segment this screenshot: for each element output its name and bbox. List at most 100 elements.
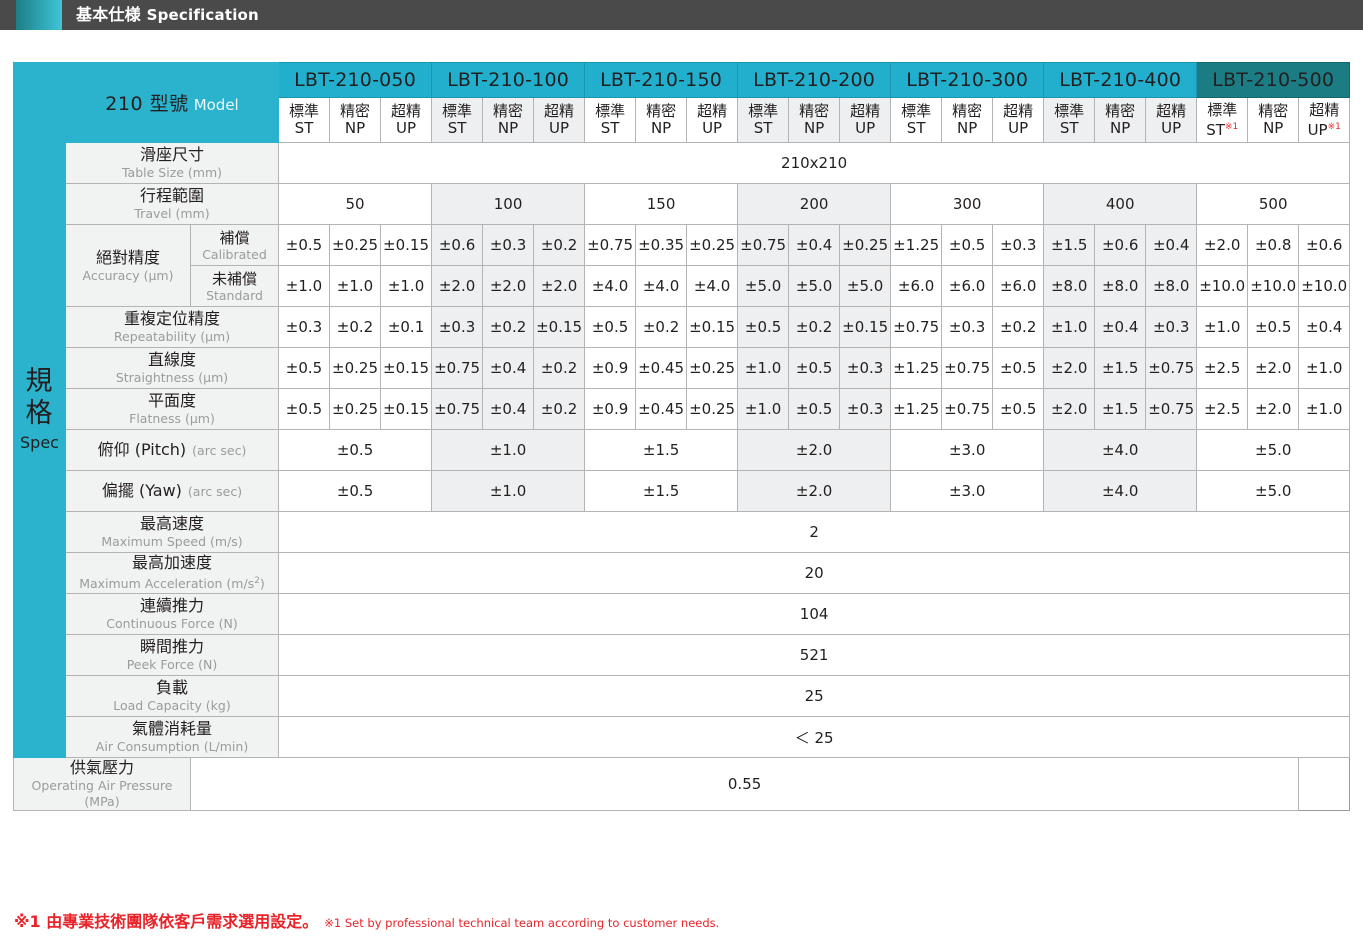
row-label-cjk: 最高速度 bbox=[140, 514, 205, 533]
value-merged: 0.55 bbox=[189, 757, 1300, 811]
grade-header-up: 超精 UP bbox=[380, 97, 433, 143]
value-cell: ±0.75 bbox=[941, 388, 994, 430]
value-cell: ±0.2 bbox=[533, 347, 586, 389]
value-cell: ±2.0 bbox=[1247, 388, 1300, 430]
value-cell: ±0.4 bbox=[788, 224, 841, 266]
grade-header-np: 精密 NP bbox=[1247, 97, 1300, 143]
row-label-cjk: 俯仰 (Pitch) bbox=[97, 440, 187, 459]
value-cell: ±0.15 bbox=[686, 306, 739, 348]
row-label-en: (arc sec) bbox=[192, 443, 247, 458]
value-cell: ±0.3 bbox=[839, 347, 892, 389]
value-cell: ±0.9 bbox=[584, 347, 637, 389]
model-group-header: LBT-210-400 bbox=[1043, 62, 1198, 98]
row-label-travel: 行程範圍 Travel (mm) bbox=[64, 183, 280, 225]
sub-label-cjk: 未補償 bbox=[212, 269, 258, 288]
value-cell: ±0.25 bbox=[686, 347, 739, 389]
value-cell: ±0.2 bbox=[635, 306, 688, 348]
row-label-repeatability: 重複定位精度 Repeatability (μm) bbox=[64, 306, 280, 348]
value-cell: ±1.0 bbox=[737, 388, 790, 430]
row-label-cjk: 平面度 bbox=[148, 391, 197, 410]
value-cell: ±4.0 bbox=[584, 265, 637, 307]
spec-side-band: 規格 Spec bbox=[13, 62, 66, 758]
value-cell: ±0.5 bbox=[278, 347, 331, 389]
row-label-en: (arc sec) bbox=[187, 484, 243, 499]
value-cell: ±0.5 bbox=[1247, 306, 1300, 348]
grade-header-np: 精密 NP bbox=[941, 97, 994, 143]
value-cell: ±0.5 bbox=[992, 347, 1045, 389]
value-cell: ±0.3 bbox=[482, 224, 535, 266]
value-merged: 210x210 bbox=[278, 142, 1351, 184]
value-cell: ±3.0 bbox=[890, 429, 1045, 471]
value-cell: ±1.0 bbox=[431, 470, 586, 512]
grade-header-st: 標準 ST bbox=[278, 97, 331, 143]
value-cell: ±1.5 bbox=[584, 470, 739, 512]
row-label-en: Operating Air Pressure (MPa) bbox=[31, 778, 173, 809]
value-merged: ＜ 25 bbox=[278, 716, 1351, 758]
value-cell: ±0.2 bbox=[329, 306, 382, 348]
value-cell: ±0.25 bbox=[329, 224, 382, 266]
value-cell: ±1.0 bbox=[1298, 388, 1351, 430]
value-cell: ±1.5 bbox=[584, 429, 739, 471]
row-accuracy-standard: 未補償 Standard ±1.0 ±1.0 ±1.0 ±2.0 ±2.0 ±2.0 ±4.0 ±… bbox=[14, 265, 1351, 307]
value-cell: ±0.45 bbox=[635, 388, 688, 430]
value-cell: ±0.9 bbox=[584, 388, 637, 430]
row-max_accel: 最高加速度 Maximum Acceleration (m/s2) 20 bbox=[14, 552, 1351, 594]
header-row-models: 規格 Spec 210 型號 Model LBT-210-050 LBT-210-100… bbox=[13, 62, 1351, 758]
value-cell: ±0.75 bbox=[941, 347, 994, 389]
value-cell: ±0.6 bbox=[431, 224, 484, 266]
model-group-header: LBT-210-300 bbox=[890, 62, 1045, 98]
value-cell: ±0.5 bbox=[278, 224, 331, 266]
row-label-en: Peek Force (N) bbox=[126, 657, 218, 672]
row-label-table_size: 滑座尺寸 Table Size (mm) bbox=[64, 142, 280, 184]
model-group-header: LBT-210-200 bbox=[737, 62, 892, 98]
value-cell: ±0.2 bbox=[992, 306, 1045, 348]
model-group-header: LBT-210-150 bbox=[584, 62, 739, 98]
row-repeatability: 重複定位精度 Repeatability (μm) ±0.3 ±0.2 ±0.1 ±0.3… bbox=[14, 306, 1351, 348]
value-cell: ±0.5 bbox=[278, 470, 433, 512]
value-cell: ±2.0 bbox=[1196, 224, 1249, 266]
row-flatness: 平面度 Flatness (μm) ±0.5 ±0.25 ±0.15 ±0.75 ±0.4 ±… bbox=[14, 388, 1351, 430]
value-cell: ±8.0 bbox=[1094, 265, 1147, 307]
value-cell: ±2.0 bbox=[482, 265, 535, 307]
value-cell: ±6.0 bbox=[992, 265, 1045, 307]
grade-header-up: 超精 UP bbox=[992, 97, 1045, 143]
accent-swatch bbox=[16, 0, 62, 30]
row-label-cjk: 負載 bbox=[156, 678, 189, 697]
value-cell: ±8.0 bbox=[1043, 265, 1096, 307]
value-cell: ±1.0 bbox=[1043, 306, 1096, 348]
value-cell: ±4.0 bbox=[686, 265, 739, 307]
value-cell: ±0.5 bbox=[737, 306, 790, 348]
value-cell: ±0.4 bbox=[482, 347, 535, 389]
value-cell: ±0.5 bbox=[278, 388, 331, 430]
value-cell: ±1.0 bbox=[737, 347, 790, 389]
row-label-en: Flatness (μm) bbox=[129, 411, 215, 426]
value-cell: 200 bbox=[737, 183, 892, 225]
value-cell: ±0.75 bbox=[431, 388, 484, 430]
header-row-grades: 標準 ST 精密 NP 超精 UP 標準 ST 精密 NP 超精 UP 標準 ST 精密 NP 超精 UP 標準 ST… bbox=[14, 97, 1351, 143]
row-table_size: 滑座尺寸 Table Size (mm) 210x210 bbox=[14, 142, 1351, 184]
value-cell: ±0.15 bbox=[380, 388, 433, 430]
row-label-cont_force: 連續推力 Continuous Force (N) bbox=[64, 593, 280, 635]
grade-header-st: 標準 ST bbox=[584, 97, 637, 143]
value-cell: ±0.15 bbox=[839, 306, 892, 348]
row-load: 負載 Load Capacity (kg) 25 bbox=[14, 675, 1351, 717]
grade-header-st: 標準 ST bbox=[1043, 97, 1096, 143]
row-label-air_cons: 氣體消耗量 Air Consumption (L/min) bbox=[64, 716, 280, 758]
value-cell: ±4.0 bbox=[1043, 429, 1198, 471]
value-cell: ±10.0 bbox=[1247, 265, 1300, 307]
value-cell: ±0.4 bbox=[1145, 224, 1198, 266]
row-label-en: Straightness (μm) bbox=[115, 370, 229, 385]
value-cell: 300 bbox=[890, 183, 1045, 225]
grade-header-np: 精密 NP bbox=[482, 97, 535, 143]
value-cell: ±2.0 bbox=[737, 429, 892, 471]
value-cell: ±0.6 bbox=[1298, 224, 1351, 266]
row-label-en: Maximum Acceleration (m/s2) bbox=[79, 576, 265, 592]
value-cell: ±0.75 bbox=[890, 306, 943, 348]
grade-header-np: 精密 NP bbox=[635, 97, 688, 143]
row-max_speed: 最高速度 Maximum Speed (m/s) 2 bbox=[14, 511, 1351, 553]
row-label-yaw: 偏擺 (Yaw) (arc sec) bbox=[64, 470, 280, 512]
value-cell: ±5.0 bbox=[788, 265, 841, 307]
value-cell: ±1.0 bbox=[431, 429, 586, 471]
row-label-peak_force: 瞬間推力 Peek Force (N) bbox=[64, 634, 280, 676]
value-cell: ±0.2 bbox=[533, 388, 586, 430]
